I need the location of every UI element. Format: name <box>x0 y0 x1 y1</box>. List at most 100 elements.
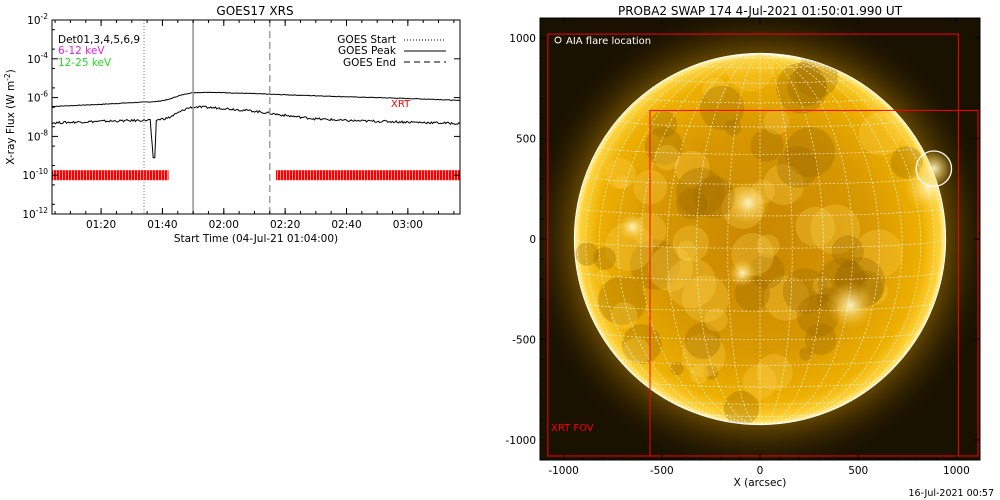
svg-text:X-ray Flux (W m-2): X-ray Flux (W m-2) <box>3 69 17 165</box>
grid-longitude-line <box>727 53 761 425</box>
goes-y-tick-exp: -4 <box>41 51 49 60</box>
goes-plot-frame <box>51 19 461 215</box>
grid-longitude-line <box>759 53 935 423</box>
goes-x-tick-label: 02:40 <box>331 219 361 231</box>
flare-location-circle <box>914 149 954 189</box>
goes-y-label-text: X-ray Flux (W m <box>5 81 17 165</box>
xrt-fov-inner-box <box>649 109 979 457</box>
flare-marker <box>915 150 953 188</box>
grid-latitude-line <box>577 271 943 281</box>
solar-texture-blob <box>593 246 617 270</box>
solar-texture-blob <box>622 337 651 366</box>
goes-y-tick-label: 10-8 <box>27 128 48 143</box>
goes-series-long_channel <box>51 91 461 108</box>
swap-x-tick-label: -500 <box>650 465 674 477</box>
solar-texture-blob <box>676 167 725 217</box>
legend-goes-end: GOES End <box>343 57 396 69</box>
goes-y-tick-base: 10 <box>22 209 35 221</box>
goes-x-tick-label: 03:00 <box>393 219 423 231</box>
grid-latitude-line <box>617 358 903 366</box>
goes-series-layer <box>51 91 461 159</box>
goes-y-tick-base: 10 <box>27 93 40 105</box>
grid-longitude-line <box>759 53 854 425</box>
swap-y-tick-label: -1000 <box>505 435 536 447</box>
solar-texture-blob <box>703 365 719 380</box>
swap-axes: -1000 -500 0 500 1000 1000 500 0 -500 -1000 <box>505 18 980 477</box>
solar-texture-blob <box>702 77 728 103</box>
solar-texture-blob <box>684 323 721 359</box>
goes-y-tick-label: 10-10 <box>22 167 48 182</box>
solar-texture-blob <box>681 333 726 377</box>
grid-longitude-line <box>759 53 922 425</box>
goes-x-axis-label: Start Time (04-Jul-21 01:04:00) <box>174 233 338 245</box>
solar-texture-blob <box>649 110 678 139</box>
goes-time-markers <box>143 20 271 214</box>
solar-texture-blob <box>854 229 903 278</box>
goes-y-axis-label: X-ray Flux (W m-2) <box>3 69 17 165</box>
solar-texture-blob <box>799 347 813 361</box>
solar-texture-blob <box>666 258 717 308</box>
band-label-6-12: 6-12 keV <box>58 45 105 57</box>
swap-image-panel: PROBA2 SWAP 174 4-Jul-2021 01:50:01.990 … <box>505 4 981 489</box>
solar-texture-blob <box>704 308 728 332</box>
solar-texture-blob <box>614 175 629 190</box>
grid-longitude-line <box>696 53 761 425</box>
solar-texture-blob <box>763 164 805 206</box>
goes-y-tick-base: 10 <box>22 170 35 182</box>
solar-texture-blob <box>693 176 735 219</box>
swap-y-tick-label: 500 <box>516 134 536 146</box>
solar-texture-blob <box>654 144 680 171</box>
grid-longitude-line <box>759 53 793 425</box>
flare-brightening <box>914 149 954 189</box>
grid-longitude-line <box>759 53 880 425</box>
legend-goes-start: GOES Start <box>337 34 396 46</box>
solar-texture <box>575 53 946 425</box>
goes-x-tick-label: 01:20 <box>86 219 116 231</box>
solar-texture-blob <box>676 188 707 220</box>
solar-texture-blob <box>723 390 759 425</box>
grid-longitude-line <box>759 53 944 417</box>
active-region <box>726 180 771 225</box>
solar-texture-blob <box>858 112 902 156</box>
swap-y-tick-label: 1000 <box>509 33 536 45</box>
goes-series-short_channel <box>51 105 461 159</box>
solar-texture-blob <box>610 302 638 330</box>
xrt-label: XRT <box>391 99 411 110</box>
legend-goes-peak: GOES Peak <box>338 45 397 57</box>
band-label-12-25: 12-25 keV <box>58 57 112 69</box>
active-region <box>618 212 647 241</box>
goes-y-tick-exp: -8 <box>41 128 49 137</box>
solar-texture-blob <box>699 85 745 131</box>
solar-texture-blob <box>689 364 709 384</box>
goes-y-tick-base: 10 <box>27 54 40 66</box>
grid-longitude-line <box>576 53 761 417</box>
solar-texture-blob <box>644 126 683 165</box>
active-region <box>826 281 875 330</box>
solar-texture-blob <box>776 62 828 114</box>
solar-limb-outline <box>573 52 947 426</box>
grid-latitude-line <box>641 381 879 388</box>
goes-y-tick-label: 10-4 <box>27 51 48 66</box>
goes-x-tick-label: 02:20 <box>270 219 300 231</box>
goes-y-tick-base: 10 <box>27 131 40 143</box>
footer-timestamp: 16-Jul-2021 00:57 <box>908 488 994 499</box>
solar-texture-blob <box>776 146 819 188</box>
grid-longitude-line <box>759 53 903 425</box>
solar-texture-blob <box>756 353 793 391</box>
goes-y-tick-label: 10-2 <box>27 12 48 27</box>
xrt-fov-label: XRT FOV <box>551 423 594 434</box>
goes-y-tick-label: 10-6 <box>27 90 48 105</box>
solar-texture-blob <box>677 240 697 261</box>
solar-texture-blob <box>756 234 780 258</box>
solar-texture-blob <box>595 269 610 284</box>
goes-legend: GOES Start GOES Peak GOES End <box>337 34 446 69</box>
grid-longitude-line <box>598 53 761 425</box>
solar-texture-blob <box>670 362 684 376</box>
swap-x-tick-label: 500 <box>848 465 868 477</box>
grid-longitude-line <box>617 53 761 425</box>
swap-y-tick-label: -500 <box>512 334 536 346</box>
goes-y-tick-exp: -2 <box>41 12 49 21</box>
solar-texture-blob <box>724 119 742 136</box>
solar-texture-blob <box>785 127 836 178</box>
